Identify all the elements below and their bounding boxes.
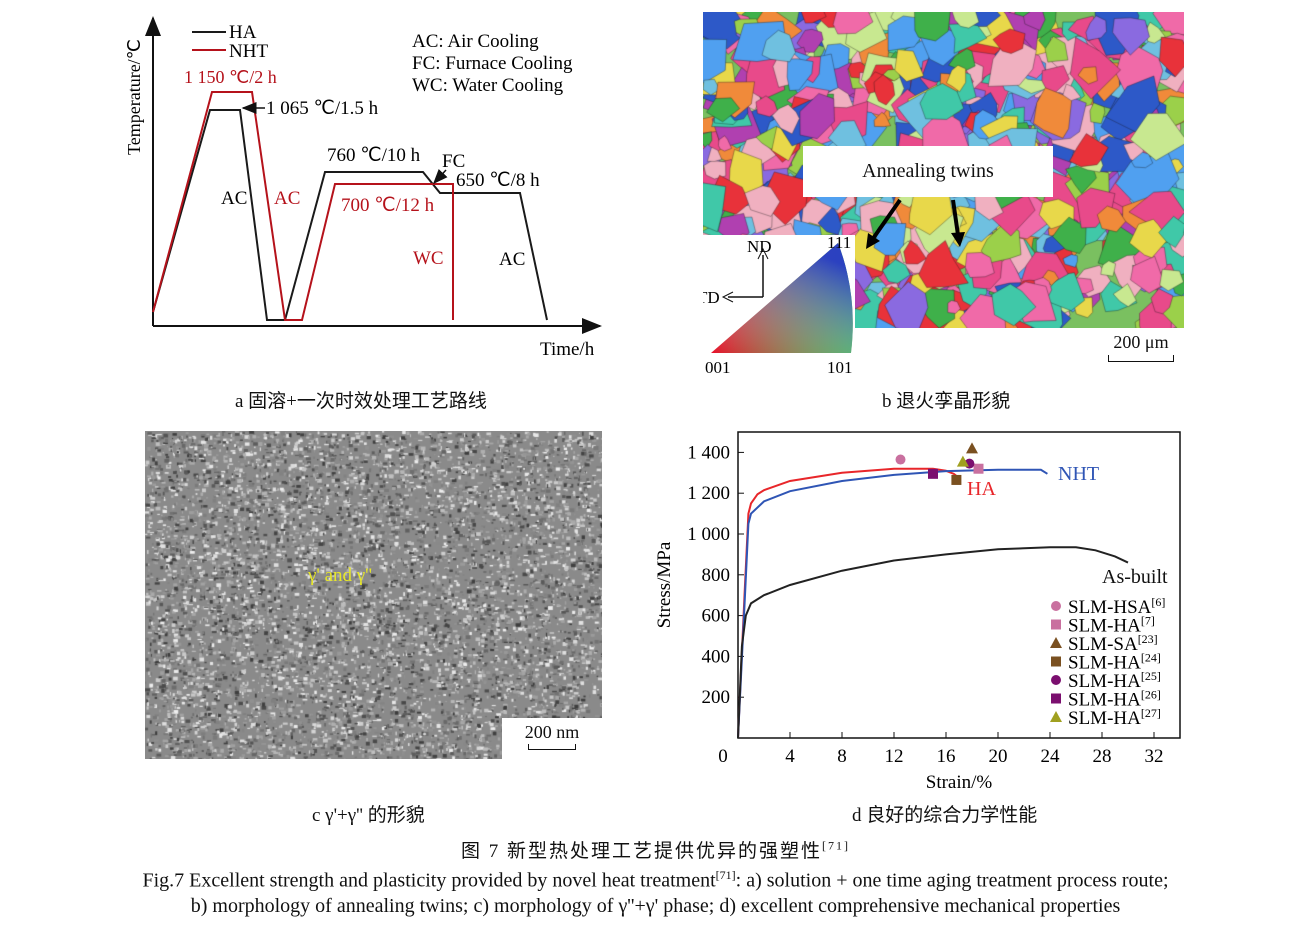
figure-title-cn-ref: [71] (822, 838, 850, 853)
caption-c: c γ'+γ'' 的形貌 (312, 805, 425, 826)
legend-entry: SLM-HA[27] (1068, 706, 1161, 729)
label-ha-aging2: 650 ℃/8 h (456, 170, 540, 191)
sem-micrograph (145, 431, 602, 759)
caption-b: b 退火孪晶形貌 (882, 391, 1011, 412)
data-point (973, 463, 984, 474)
label-fc: FC (442, 151, 465, 172)
label-ha-ac2: AC (499, 249, 525, 270)
y-tick-label: 200 (702, 687, 731, 708)
legend-marker (1051, 675, 1061, 685)
label-111: 111 (827, 235, 851, 252)
y-tick-label: 400 (702, 646, 731, 667)
data-point (956, 455, 969, 467)
x-axis-label: Time/h (540, 339, 595, 360)
ha-route-line (152, 109, 548, 321)
legend-entry: SLM-HA[7] (1068, 614, 1155, 637)
caption-en-text-cont: : a) solution + one time aging treatment… (735, 869, 1169, 892)
note-ac: AC: Air Cooling (412, 31, 539, 52)
legend-nht: NHT (229, 41, 268, 62)
y-tick-label: 1 000 (687, 524, 730, 545)
y-tick-label: 1 200 (687, 483, 730, 504)
caption-en-ref: [71] (715, 868, 736, 882)
label-001: 001 (705, 358, 731, 375)
series-line-as-built (737, 546, 1129, 739)
caption-a: a 固溶+一次时效处理工艺路线 (235, 391, 487, 412)
legend-entry: SLM-SA[23] (1068, 632, 1158, 655)
scale-bar-c-label: 200 nm (524, 722, 580, 742)
data-point (951, 474, 962, 485)
y-tick-label: 800 (702, 565, 731, 586)
x-tick-label: 12 (885, 746, 904, 767)
label-nht-ac: AC (274, 188, 300, 209)
legend-ha: HA (229, 22, 257, 43)
plot-frame (737, 431, 1181, 739)
note-fc: FC: Furnace Cooling (412, 53, 573, 74)
x-tick-label: 8 (837, 746, 847, 767)
twin-arrows (866, 198, 965, 249)
legend-marker (1051, 619, 1061, 630)
label-nht-solution: 1 150 ℃/2 h (184, 67, 277, 87)
x-axis-label: Strain/% (926, 772, 993, 793)
y-tick-label: 1 400 (687, 442, 730, 463)
y-axis-label: Temperature/℃ (124, 39, 144, 155)
annealing-twins-label: Annealing twins (803, 146, 1053, 197)
legend-marker (1051, 601, 1061, 611)
x-tick-label: 32 (1145, 746, 1164, 767)
data-point (928, 468, 938, 479)
series-label-nht: NHT (1058, 463, 1099, 485)
x-tick-label: 28 (1093, 746, 1112, 767)
data-point (895, 454, 906, 465)
note-wc: WC: Water Cooling (412, 75, 564, 96)
legend-marker (1050, 637, 1062, 648)
gamma-phase-label: γ' and γ'' (308, 565, 372, 586)
label-ha-ac: AC (221, 188, 247, 209)
y-tick-label: 600 (702, 606, 731, 627)
legend-marker (1051, 693, 1061, 704)
scale-bar-b-label: 200 μm (1113, 332, 1169, 352)
caption-d: d 良好的综合力学性能 (852, 805, 1038, 826)
scale-bar-b: 200 μm (1098, 328, 1184, 373)
label-nht-aging: 700 ℃/12 h (341, 195, 435, 216)
figure-title-cn-text: 图 7 新型热处理工艺提供优异的强塑性 (460, 841, 822, 862)
legend-entry: SLM-HA[25] (1068, 669, 1161, 692)
x-tick-label: 0 (718, 746, 728, 767)
y-axis-label: Stress/MPa (654, 541, 675, 628)
figure-caption-en-line1: Fig.7 Excellent strength and plasticity … (0, 868, 1311, 893)
nd-label: ND (747, 237, 772, 256)
ipf-inset: ND TD 001 101 111 (697, 233, 855, 377)
x-tick-label: 4 (785, 746, 795, 767)
heat-treatment-route-diagram: HA NHT AC: Air Cooling FC: Furnace Cooli… (124, 16, 602, 360)
series-label-ha: HA (967, 478, 996, 500)
x-tick-label: 16 (937, 746, 956, 767)
label-ha-aging1: 760 ℃/10 h (327, 145, 421, 166)
series-line-ha (737, 467, 960, 739)
legend-marker (1051, 656, 1061, 667)
figure-title-cn: 图 7 新型热处理工艺提供优异的强塑性[71] (0, 836, 1311, 863)
label-ha-solution: 1 065 ℃/1.5 h (266, 98, 379, 119)
series-label-as-built: As-built (1102, 566, 1168, 588)
figure-caption-en-line2: b) morphology of annealing twins; c) mor… (190, 895, 1121, 917)
caption-en-text: Fig.7 Excellent strength and plasticity … (142, 869, 716, 892)
legend-entry: SLM-HSA[6] (1068, 595, 1165, 618)
x-tick-label: 20 (989, 746, 1008, 767)
series-line-nht (737, 468, 1048, 739)
scale-bar-c: 200 nm (502, 718, 602, 759)
legend-marker (1050, 711, 1062, 722)
td-label: TD (703, 288, 720, 307)
label-wc: WC (413, 248, 444, 269)
label-101: 101 (827, 358, 853, 375)
x-tick-label: 24 (1041, 746, 1061, 767)
stress-strain-chart: 0 4 8 12 16 20 24 28 32 200 400 600 800 1 000 1 200 1 4… (654, 431, 1181, 793)
legend-entry: SLM-HA[24] (1068, 651, 1161, 674)
data-point (966, 442, 978, 454)
legend-entry: SLM-HA[26] (1068, 688, 1161, 711)
